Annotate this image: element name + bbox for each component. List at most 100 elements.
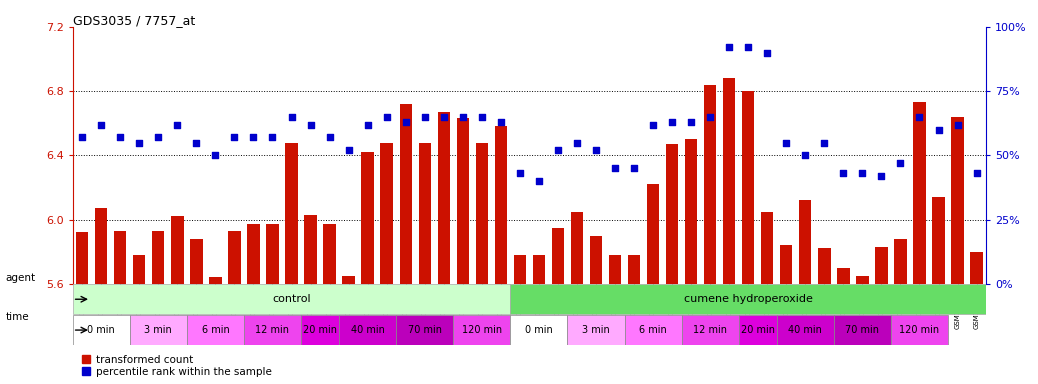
Text: 40 min: 40 min <box>789 325 822 335</box>
FancyBboxPatch shape <box>339 315 397 345</box>
Text: 0 min: 0 min <box>87 325 115 335</box>
Bar <box>932 197 945 284</box>
Legend: transformed count, percentile rank within the sample: transformed count, percentile rank withi… <box>78 351 276 381</box>
Point <box>188 139 204 146</box>
Text: 20 min: 20 min <box>741 325 774 335</box>
FancyBboxPatch shape <box>397 315 454 345</box>
Bar <box>838 268 849 284</box>
Text: 120 min: 120 min <box>900 325 939 335</box>
Point <box>302 121 319 127</box>
Bar <box>475 142 488 284</box>
Bar <box>324 224 335 284</box>
Point <box>892 160 909 166</box>
Point <box>683 119 700 125</box>
Point <box>455 114 471 120</box>
Text: 6 min: 6 min <box>639 325 667 335</box>
Text: agent: agent <box>5 273 35 283</box>
Text: cumene hydroperoxide: cumene hydroperoxide <box>684 294 813 304</box>
Bar <box>418 142 431 284</box>
Bar <box>514 255 526 284</box>
Point <box>740 45 757 51</box>
Text: 40 min: 40 min <box>351 325 384 335</box>
Point <box>816 139 832 146</box>
Bar <box>704 85 716 284</box>
Point <box>226 134 243 141</box>
Point <box>245 134 262 141</box>
Bar <box>228 231 241 284</box>
Text: 3 min: 3 min <box>582 325 610 335</box>
Point <box>759 50 775 56</box>
Point <box>359 121 376 127</box>
Point <box>968 170 985 176</box>
FancyBboxPatch shape <box>776 315 834 345</box>
Point <box>151 134 167 141</box>
Point <box>512 170 528 176</box>
Point <box>720 45 737 51</box>
Bar <box>361 152 374 284</box>
Bar <box>971 252 983 284</box>
Bar <box>76 232 88 284</box>
Bar <box>267 224 278 284</box>
Point <box>416 114 433 120</box>
Bar <box>628 255 640 284</box>
Bar <box>400 104 412 284</box>
Text: time: time <box>5 312 29 322</box>
Point <box>131 139 147 146</box>
Point <box>74 134 90 141</box>
Text: 12 min: 12 min <box>255 325 290 335</box>
Point <box>473 114 490 120</box>
Bar <box>532 255 545 284</box>
Bar <box>457 118 469 284</box>
Point <box>930 127 947 133</box>
Point <box>606 165 623 171</box>
Point <box>645 121 661 127</box>
Bar <box>438 112 449 284</box>
FancyBboxPatch shape <box>682 315 739 345</box>
FancyBboxPatch shape <box>511 285 986 314</box>
Bar <box>647 184 659 284</box>
Text: 120 min: 120 min <box>462 325 501 335</box>
Point <box>435 114 452 120</box>
Point <box>777 139 794 146</box>
Bar <box>666 144 678 284</box>
FancyBboxPatch shape <box>244 315 301 345</box>
Point <box>835 170 851 176</box>
Point <box>949 121 965 127</box>
Bar <box>742 91 755 284</box>
FancyBboxPatch shape <box>891 315 948 345</box>
Bar <box>285 142 298 284</box>
FancyBboxPatch shape <box>625 315 682 345</box>
Bar <box>799 200 812 284</box>
Text: 6 min: 6 min <box>201 325 229 335</box>
Text: 70 min: 70 min <box>408 325 442 335</box>
Point <box>550 147 567 153</box>
Point <box>264 134 280 141</box>
Text: 0 min: 0 min <box>525 325 553 335</box>
Point <box>854 170 871 176</box>
FancyBboxPatch shape <box>454 315 511 345</box>
Bar <box>818 248 830 284</box>
Point <box>321 134 337 141</box>
Bar <box>381 142 392 284</box>
FancyBboxPatch shape <box>511 315 568 345</box>
Bar <box>495 126 507 284</box>
Bar <box>171 216 184 284</box>
Point <box>702 114 718 120</box>
Point <box>664 119 681 125</box>
Point <box>169 121 186 127</box>
Point <box>340 147 357 153</box>
Bar <box>552 228 564 284</box>
Text: 70 min: 70 min <box>845 325 879 335</box>
Bar <box>875 247 887 284</box>
FancyBboxPatch shape <box>187 315 244 345</box>
FancyBboxPatch shape <box>568 315 625 345</box>
FancyBboxPatch shape <box>73 315 130 345</box>
Bar <box>761 212 773 284</box>
Bar <box>247 224 260 284</box>
Point <box>530 178 547 184</box>
Point <box>873 173 890 179</box>
Bar <box>685 139 698 284</box>
Bar <box>153 231 164 284</box>
Text: GDS3035 / 7757_at: GDS3035 / 7757_at <box>73 14 195 27</box>
Bar <box>133 255 145 284</box>
